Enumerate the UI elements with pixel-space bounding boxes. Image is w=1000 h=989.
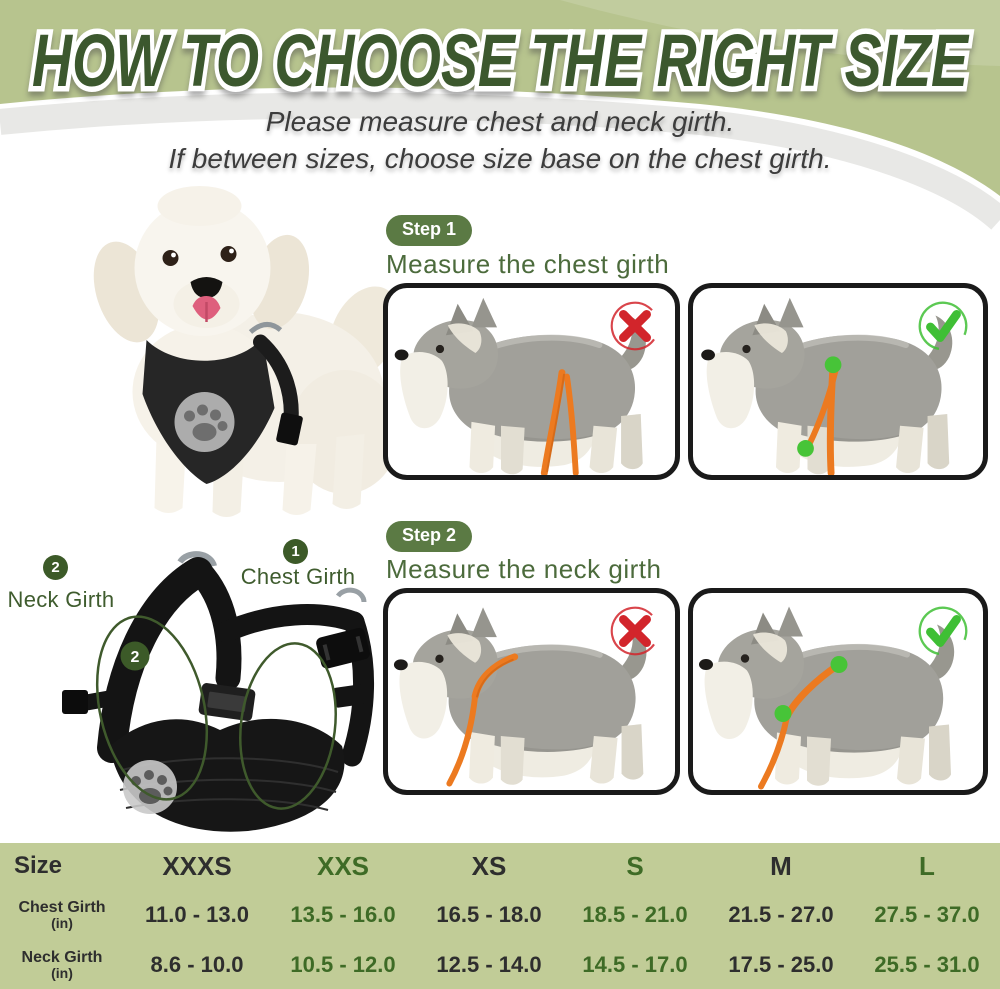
chest-girth-outline: [239, 642, 337, 810]
header-highlight-arc: [560, 0, 1000, 66]
step1-heading: Measure the chest girth: [386, 249, 670, 279]
table-header-xxxs: XXXS: [162, 850, 232, 881]
step1-wrong-photo: [383, 283, 680, 480]
schnauzer-illustration: [693, 593, 983, 790]
chest-value-xs: 16.5 - 18.0: [436, 902, 542, 927]
neck-value-l: 25.5 - 31.0: [874, 952, 980, 977]
dog-nose: [190, 277, 223, 298]
header-banner: HOW TO CHOOSE THE RIGHT SIZE: [0, 0, 1000, 262]
maltese-dog-harness-photo: [93, 186, 400, 517]
row-label-neck-girth: Neck Girth (in): [0, 949, 124, 981]
table-header-size: Size: [14, 852, 63, 879]
subtitle-line1: Please measure chest and neck girth.: [265, 106, 735, 137]
harness-dring: [248, 322, 283, 334]
page-title: HOW TO CHOOSE THE RIGHT SIZE: [32, 19, 970, 102]
size-table: Size XXXS XXS XS S M L Chest Girth (in) …: [0, 843, 1000, 989]
green-check-icon: [918, 606, 968, 656]
table-header-xxs: XXS: [316, 850, 370, 881]
chest-value-l: 27.5 - 37.0: [874, 902, 980, 927]
metal-dring: [177, 551, 217, 567]
subtitle-line2: If between sizes, choose size base on th…: [168, 143, 832, 174]
neck-value-xxxs: 8.6 - 10.0: [150, 952, 244, 977]
table-header-xs: XS: [471, 850, 507, 881]
row-label-text: Neck Girth: [21, 948, 103, 966]
metal-dring: [335, 587, 367, 603]
neck-strap-badge-circle: [120, 641, 150, 671]
side-release-buckle: [316, 627, 370, 669]
gray-swoosh-band: [0, 92, 1000, 230]
step2-correct-photo: [688, 588, 988, 795]
chest-value-s: 18.5 - 21.0: [582, 902, 688, 927]
schnauzer-illustration: [388, 593, 675, 790]
green-check-icon: [918, 301, 968, 351]
step1-correct-photo: [688, 283, 988, 480]
neck-girth-number-badge: 2: [43, 555, 68, 580]
row-label-text: Chest Girth: [18, 898, 106, 916]
neck-girth-label: Neck Girth: [7, 587, 115, 612]
harness-buckle: [276, 412, 303, 446]
red-x-icon: [610, 301, 660, 351]
table-header-l: L: [919, 850, 935, 881]
step1-badge: Step 1: [386, 215, 473, 246]
row-label-chest-girth: Chest Girth (in): [0, 899, 124, 931]
step2-wrong-photo: [383, 588, 680, 795]
table-header-m: M: [770, 850, 792, 881]
paw-logo: [174, 392, 235, 452]
neck-value-xxs: 10.5 - 12.0: [290, 952, 396, 977]
harness-product-photo: 2: [62, 551, 374, 832]
chest-girth-number-badge: 1: [283, 539, 308, 564]
chest-value-xxs: 13.5 - 16.0: [290, 902, 396, 927]
chest-girth-label: Chest Girth: [240, 564, 356, 589]
step2-badge: Step 2: [386, 521, 473, 552]
red-x-icon: [610, 606, 660, 656]
schnauzer-illustration: [388, 288, 675, 475]
step2-heading: Measure the neck girth: [386, 554, 662, 584]
row-label-unit: (in): [51, 965, 73, 982]
center-adjuster-buckle: [198, 683, 256, 721]
dog-eye: [162, 250, 179, 266]
neck-value-xs: 12.5 - 14.0: [436, 952, 542, 977]
dog-eye: [220, 246, 237, 262]
neck-value-s: 14.5 - 17.0: [582, 952, 688, 977]
schnauzer-illustration: [693, 288, 983, 475]
neck-strap-badge-number: 2: [131, 649, 140, 666]
neck-girth-outline: [95, 615, 209, 801]
chest-value-m: 21.5 - 27.0: [728, 902, 834, 927]
neck-value-m: 17.5 - 25.0: [728, 952, 834, 977]
table-header-s: S: [626, 850, 644, 881]
chest-value-xxxs: 11.0 - 13.0: [145, 902, 249, 927]
row-label-unit: (in): [51, 915, 73, 932]
